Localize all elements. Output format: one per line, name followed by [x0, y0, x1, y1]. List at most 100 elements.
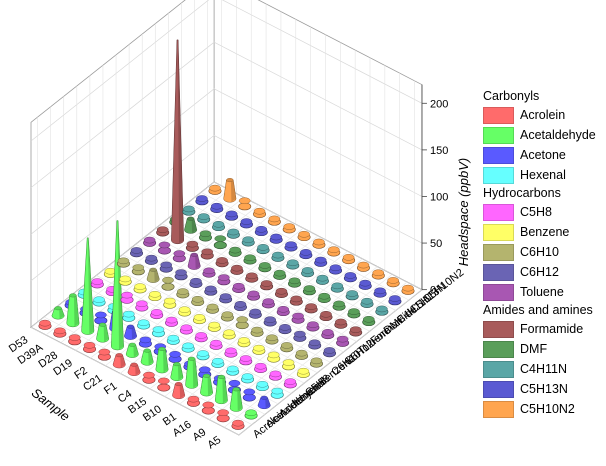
legend-swatch [483, 360, 514, 378]
bar-D39A-C5H13N [210, 202, 224, 213]
legend-swatch [483, 106, 514, 124]
bar-F2-Benzene [163, 297, 177, 309]
bar-A9-Toluene [321, 329, 335, 340]
legend-label: C5H10N2 [520, 402, 575, 416]
legend-label: Hexenal [520, 168, 566, 182]
bar-A9-C4H11N [360, 297, 374, 308]
bar-A16-C5H8 [254, 362, 268, 373]
bar-A9-C6H10 [295, 349, 309, 360]
bar-A5-Acetone [257, 395, 271, 410]
bar-A16-C5H13N [358, 279, 372, 290]
bar-A16-Formamide [319, 310, 333, 322]
bar-B15-Acetaldehyde [170, 362, 184, 382]
bar-B1-Formamide [304, 303, 318, 314]
bar-F2-C6H10 [176, 288, 190, 299]
legend-label: C4H11N [520, 362, 568, 376]
bar-A16-DMF [332, 300, 346, 311]
bar-A5-Acetaldehyde [244, 409, 258, 420]
bar-D19-C5H8 [135, 300, 149, 312]
floor-gridline [238, 289, 423, 436]
compound-tick-label: C5H10N2 [421, 267, 466, 306]
bar-D39A-C5H10N2 [223, 178, 237, 203]
legend-item: Acrolein [483, 105, 605, 125]
legend-label: Acrolein [520, 108, 566, 122]
bar-B1-DMF [317, 292, 331, 303]
bar-C21-C5H10N2 [282, 223, 296, 234]
bar-A5-C5H10N2 [401, 284, 415, 295]
bar-C4-C6H10 [220, 311, 234, 322]
legend-swatch [483, 283, 514, 301]
floor-gridline [174, 212, 383, 322]
wall-gridline [30, 88, 423, 235]
legend-swatch [483, 166, 514, 184]
bar-F1-C5H13N [284, 241, 298, 252]
bar-C21-Benzene [178, 306, 192, 317]
bar-B15-Acrolein [157, 377, 171, 392]
bar-B1-C5H10N2 [356, 261, 370, 272]
bar-F2-C5H10N2 [267, 215, 281, 226]
legend: Carbonyls Acrolein Acetaldehyde Acetone Hexe… [483, 88, 605, 419]
legend-swatch [483, 126, 514, 144]
bar-A16-Toluene [306, 321, 320, 332]
bar-B1-Acrolein [186, 395, 200, 407]
bar-C21-C6H12 [204, 285, 218, 296]
legend-swatch [483, 380, 514, 398]
legend-item: Formamide [483, 319, 605, 339]
z-tick-label: 100 [430, 191, 448, 203]
legend-item: Toluene [483, 282, 605, 302]
bar-B1-Hexenal [226, 365, 240, 376]
bar-D39A-Hexenal [92, 296, 106, 307]
bar-D39A-Acrolein [53, 327, 67, 338]
bar-F1-Hexenal [166, 334, 180, 345]
bar-C21-Acetone [138, 336, 152, 348]
bar-A16-Benzene [267, 351, 281, 363]
bar-B15-C5H8 [209, 339, 223, 350]
bar-F1-Acetaldehyde [140, 348, 154, 366]
floor-gridline [109, 264, 318, 373]
bar-A5-DMF [362, 315, 376, 327]
floor-gridline [30, 327, 240, 436]
bar-C4-Acrolein [142, 371, 156, 384]
legend-group-title: Amides and amines [483, 303, 593, 317]
bar-D19-Hexenal [122, 310, 136, 322]
legend-group-title: Hydrocarbons [483, 186, 561, 200]
bar-F1-DMF [258, 262, 272, 273]
bar-A9-Acetone [242, 388, 256, 402]
bar-D28-Toluene [172, 250, 186, 263]
bar-B1-C5H13N [343, 272, 357, 283]
bar-C21-Acrolein [112, 353, 126, 369]
legend-label: Acetaldehyde [520, 128, 596, 142]
bar-D53-Acetaldehyde [51, 306, 65, 320]
legend-swatch [483, 263, 514, 281]
bar-C21-Acetaldehyde [125, 342, 139, 358]
legend-item: Benzene [483, 222, 605, 242]
bar-B1-C6H12 [278, 324, 292, 335]
bar-D19-Acrolein [83, 341, 97, 353]
bar-A9-C5H13N [373, 287, 387, 298]
legend-swatch [483, 243, 514, 261]
bar-B10-Acetaldehyde [185, 356, 199, 389]
legend-group-title: Carbonyls [483, 89, 540, 103]
bar-F2-C4H11N [241, 236, 255, 247]
bar-F1-C6H12 [219, 293, 233, 304]
chart-walls [30, 0, 423, 329]
bar-A5-Toluene [336, 335, 350, 347]
bar-D53-C5H8 [90, 278, 104, 289]
bar-B10-Formamide [289, 295, 303, 306]
bar-A9-C6H12 [308, 339, 322, 350]
bar-A5-Benzene [296, 367, 310, 378]
bar-D53-Acrolein [38, 319, 52, 330]
bar-B15-C5H10N2 [327, 246, 341, 257]
legend-label: C5H8 [520, 205, 552, 219]
legend-label: Formamide [520, 322, 584, 336]
bar-A5-C4H11N [375, 305, 389, 316]
bar-D53-Formamide [156, 226, 170, 237]
bar-B10-Benzene [237, 337, 251, 348]
bar-B15-DMF [288, 277, 302, 288]
bar-B1-Toluene [291, 312, 305, 324]
bar-A9-C5H10N2 [386, 277, 400, 288]
bar-D19-C4H11N [226, 228, 240, 239]
z-tick-label: 200 [430, 98, 448, 110]
bar-F2-C5H13N [254, 225, 268, 237]
